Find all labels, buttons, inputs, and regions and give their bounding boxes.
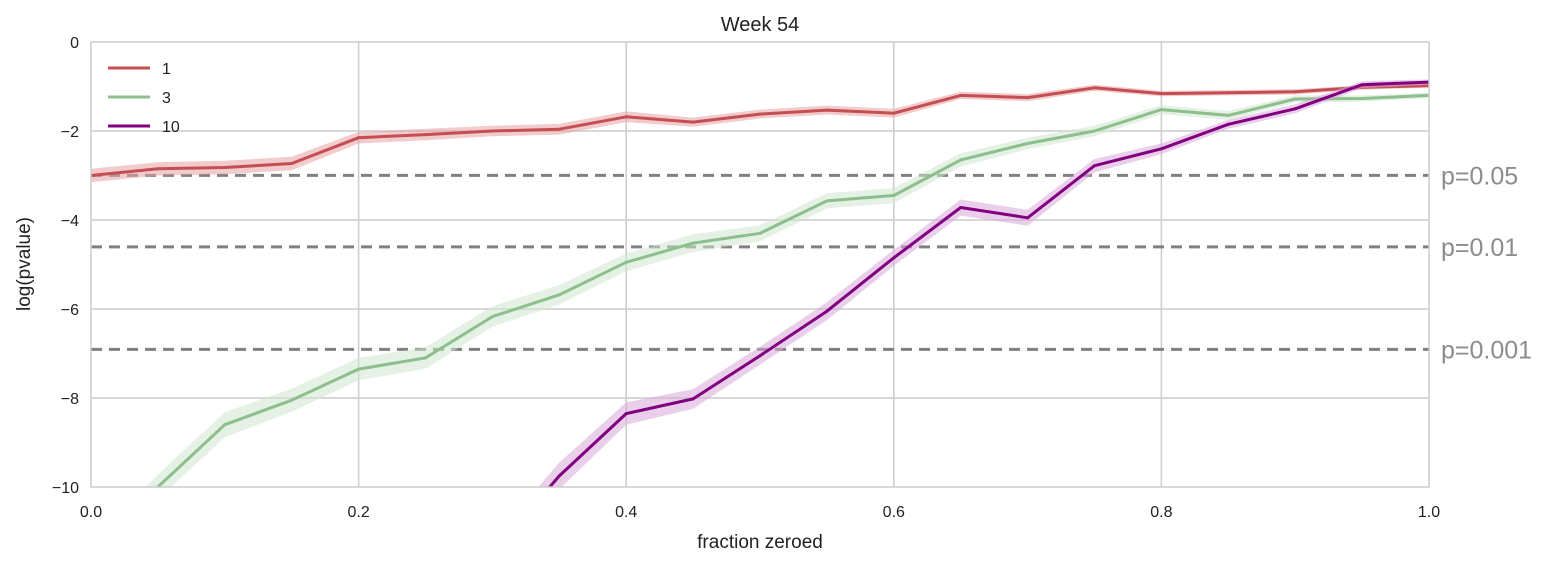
y-tick-label: −6	[61, 302, 79, 319]
series-1-point	[758, 112, 762, 116]
series-1-point	[490, 129, 494, 133]
axes-frame	[90, 41, 1430, 488]
series-3-point	[892, 194, 896, 198]
series-3-point	[624, 260, 628, 264]
series-1-point	[1026, 96, 1030, 100]
series-10-point	[491, 552, 494, 555]
y-tick-label: −10	[52, 480, 79, 497]
series-10-point	[624, 412, 628, 416]
series-10-point	[758, 354, 762, 358]
series-group	[90, 79, 1429, 560]
tick-labels: 0.0 0.2 0.4 0.6 0.8 1.0 0 −2 −4 −6 −8 −10	[52, 35, 1440, 521]
legend-label: 10	[162, 119, 180, 136]
series-10-point	[557, 474, 561, 478]
series-1-point	[691, 120, 695, 124]
series-1-point	[892, 111, 896, 115]
series-3-point	[490, 315, 494, 319]
series-3-point	[1026, 141, 1030, 145]
y-tick-label: −8	[61, 391, 79, 408]
series-10-point	[1360, 83, 1364, 87]
x-axis-title: fraction zeroed	[697, 532, 823, 553]
series-1-point	[624, 115, 628, 119]
y-tick-label: 0	[70, 35, 79, 52]
series-1-point	[1293, 90, 1297, 94]
legend: 1 3 10	[108, 61, 180, 136]
series-1-point	[1159, 92, 1163, 96]
series-10-point	[1159, 147, 1163, 151]
series-1-point	[357, 136, 361, 140]
series-3-point	[557, 293, 561, 297]
series-3-point	[758, 231, 762, 235]
y-tick-label: −2	[61, 124, 79, 141]
x-tick-label: 0.6	[883, 504, 905, 521]
series-3-point	[90, 557, 93, 560]
series-1-point	[825, 108, 829, 112]
reference-line-label: p=0.01	[1441, 234, 1518, 262]
legend-label: 1	[162, 61, 171, 78]
series-1-point	[959, 93, 963, 97]
reference-line-label: p=0.001	[1441, 336, 1532, 364]
series-10-point	[1293, 107, 1297, 111]
series-3-point	[959, 158, 963, 162]
reference-lines: p=0.05 p=0.01 p=0.001	[91, 162, 1532, 364]
series-3-point	[290, 398, 294, 402]
series-10-point	[825, 309, 829, 313]
x-tick-label: 0.8	[1150, 504, 1172, 521]
series-10-point	[892, 256, 896, 260]
x-tick-label: 0.0	[80, 504, 102, 521]
x-tick-label: 0.2	[347, 504, 369, 521]
series-10-point	[1093, 164, 1096, 168]
series-1-point	[223, 165, 227, 169]
series-3-point	[357, 367, 361, 371]
series-3-point	[1293, 97, 1297, 101]
series-3-point	[424, 356, 427, 360]
series-10-point	[691, 397, 695, 401]
series-3-point	[1360, 97, 1364, 101]
y-axis-title: log(pvalue)	[14, 217, 35, 311]
series-3-point	[1093, 129, 1096, 133]
series-1-point	[1226, 91, 1230, 95]
plot-area	[91, 42, 1429, 487]
series-1-point	[424, 133, 427, 137]
series-1-point	[290, 161, 294, 165]
series-1-point	[156, 167, 160, 171]
x-tick-label: 1.0	[1418, 504, 1440, 521]
series-10-point	[1026, 216, 1030, 220]
y-tick-label: −4	[61, 213, 79, 230]
series-3-point	[223, 423, 227, 427]
series-3-point	[1159, 108, 1163, 112]
series-10-point	[1226, 122, 1230, 126]
x-tick-label: 0.4	[615, 504, 637, 521]
reference-line-label: p=0.05	[1441, 162, 1518, 190]
series-1-point	[557, 127, 561, 131]
series-10-point	[959, 206, 963, 210]
series-1-point	[1093, 86, 1096, 90]
chart-title: Week 54	[721, 14, 800, 36]
series-3-point	[1226, 113, 1230, 117]
series-3-point	[825, 199, 829, 203]
series-3-point	[691, 241, 695, 245]
legend-label: 3	[162, 90, 171, 107]
